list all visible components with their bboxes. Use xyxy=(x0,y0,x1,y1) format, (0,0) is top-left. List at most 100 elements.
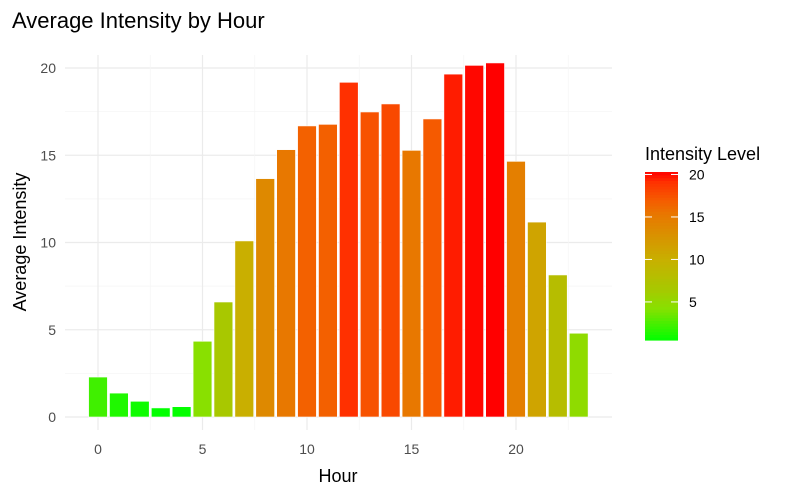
bar-hour-18 xyxy=(464,65,484,418)
bar-hour-21 xyxy=(527,221,547,418)
colorbar-segment xyxy=(645,270,678,274)
y-tick-label: 15 xyxy=(40,147,56,163)
colorbar-segment xyxy=(645,317,678,321)
colorbar-segment xyxy=(645,267,678,271)
colorbar-segment xyxy=(645,211,678,215)
bar-hour-16 xyxy=(422,118,443,418)
colorbar-segment xyxy=(645,320,678,324)
colorbar-segment xyxy=(645,328,678,333)
colorbar-segment xyxy=(645,200,678,204)
bars xyxy=(88,62,589,418)
legend-tick-label: 5 xyxy=(689,294,697,310)
bar-hour-4 xyxy=(171,406,192,418)
colorbar-segment xyxy=(645,205,678,209)
bar-hour-20 xyxy=(506,161,526,418)
colorbar-segment xyxy=(645,275,678,279)
colorbar-segment xyxy=(645,334,678,338)
colorbar-segment xyxy=(645,298,678,302)
x-tick-label: 20 xyxy=(508,441,524,457)
bar-hour-23 xyxy=(568,332,589,418)
y-axis-label: Average Intensity xyxy=(10,173,30,312)
chart-title: Average Intensity by Hour xyxy=(12,8,265,33)
colorbar-segment xyxy=(645,236,678,240)
x-tick-label: 0 xyxy=(94,441,102,457)
colorbar-segment xyxy=(645,197,678,201)
colorbar: 5 10 15 20 xyxy=(645,166,705,341)
colorbar-segment xyxy=(645,188,678,193)
colorbar-segment xyxy=(645,289,678,293)
colorbar-segment xyxy=(645,180,678,184)
colorbar-segment xyxy=(645,258,678,263)
x-tick-label: 15 xyxy=(404,441,420,457)
colorbar-segment xyxy=(645,172,678,176)
bar-hour-14 xyxy=(380,103,401,418)
colorbar-segment xyxy=(645,250,678,254)
colorbar-segment xyxy=(645,244,678,249)
colorbar-segment xyxy=(645,253,678,257)
colorbar-segment xyxy=(645,233,678,237)
legend-tick-label: 15 xyxy=(689,209,705,225)
colorbar-segment xyxy=(645,312,678,316)
colorbar-segment xyxy=(645,186,678,190)
bar-hour-7 xyxy=(234,240,255,418)
colorbar-segment xyxy=(645,177,678,181)
bar-hour-15 xyxy=(401,150,422,418)
bar-hour-19 xyxy=(485,62,505,418)
y-tick-label: 20 xyxy=(40,60,56,76)
bar-hour-13 xyxy=(359,111,380,418)
colorbar-segment xyxy=(645,284,678,288)
colorbar-segment xyxy=(645,208,678,212)
bar-hour-1 xyxy=(109,392,129,418)
y-axis-ticks: 0 5 10 15 20 xyxy=(40,60,56,425)
bar-hour-10 xyxy=(297,125,317,418)
colorbar-segment xyxy=(645,264,678,268)
colorbar-segment xyxy=(645,306,678,310)
colorbar-segment xyxy=(645,219,678,223)
bar-hour-12 xyxy=(339,82,359,418)
bar-hour-11 xyxy=(318,124,338,418)
colorbar-segment xyxy=(645,174,678,179)
bar-hour-6 xyxy=(213,301,234,418)
colorbar-segment xyxy=(645,202,678,207)
bar-hour-3 xyxy=(150,407,171,418)
bar-hour-2 xyxy=(130,400,150,418)
bar-hour-17 xyxy=(443,73,464,418)
y-tick-label: 0 xyxy=(48,409,56,425)
y-tick-label: 10 xyxy=(40,235,56,251)
colorbar-segment xyxy=(645,323,678,327)
colorbar-segment xyxy=(645,292,678,296)
colorbar-segment xyxy=(645,314,678,319)
colorbar-segment xyxy=(645,256,678,260)
colorbar-segment xyxy=(645,194,678,198)
bar-hour-9 xyxy=(276,149,296,418)
colorbar-segment xyxy=(645,286,678,291)
colorbar-segment xyxy=(645,225,678,229)
colorbar-segment xyxy=(645,331,678,335)
legend-tick-label: 20 xyxy=(689,166,705,182)
colorbar-segment xyxy=(645,239,678,243)
legend-tick-label: 10 xyxy=(689,251,705,267)
colorbar-segment xyxy=(645,303,678,307)
colorbar-segment xyxy=(645,272,678,277)
bar-hour-0 xyxy=(88,376,108,418)
bar-hour-22 xyxy=(548,274,568,418)
colorbar-segment xyxy=(645,326,678,330)
colorbar-segment xyxy=(645,281,678,285)
colorbar-segment xyxy=(645,216,678,221)
x-tick-label: 10 xyxy=(299,441,315,457)
colorbar-segment xyxy=(645,228,678,232)
y-tick-label: 5 xyxy=(48,322,56,338)
colorbar-segment xyxy=(645,247,678,251)
colorbar-segment xyxy=(645,191,678,195)
x-axis-ticks: 0 5 10 15 20 xyxy=(94,441,524,457)
colorbar-segment xyxy=(645,222,678,226)
legend: Intensity Level 5 10 15 20 xyxy=(645,144,760,341)
bar-hour-5 xyxy=(192,340,213,418)
colorbar-segment xyxy=(645,278,678,282)
colorbar-segment xyxy=(645,300,678,305)
colorbar-segment xyxy=(645,230,678,235)
legend-title: Intensity Level xyxy=(645,144,760,164)
colorbar-segment xyxy=(645,261,678,265)
colorbar-segment xyxy=(645,214,678,218)
